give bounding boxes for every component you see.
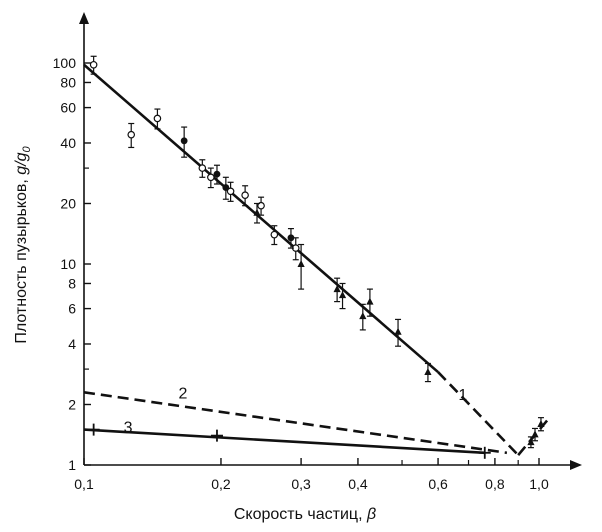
y-tick-label: 80 xyxy=(60,74,76,90)
x-tick-label: 0,3 xyxy=(291,476,311,492)
triangle-point xyxy=(359,312,367,320)
y-tick-label: 10 xyxy=(60,256,76,272)
triangle-point xyxy=(338,291,347,299)
filled-circle-point xyxy=(287,234,295,242)
y-tick-label: 60 xyxy=(60,100,76,116)
triangle-point xyxy=(366,297,374,305)
y-tick-label: 40 xyxy=(60,135,76,151)
y-tick-label: 6 xyxy=(68,301,76,317)
curve-label-1: 1 xyxy=(458,387,467,404)
open-circle-point xyxy=(257,201,265,210)
fit-line-2-3 xyxy=(83,391,508,455)
triangle-point xyxy=(253,208,261,216)
y-tick-label: 20 xyxy=(60,195,76,211)
x-tick-label: 0,2 xyxy=(211,476,231,492)
y-tick-label: 1 xyxy=(68,457,76,473)
open-circle-point xyxy=(89,60,98,69)
open-circle-point xyxy=(198,164,207,172)
y-tick-label: 8 xyxy=(68,275,76,291)
y-axis-ticks: 1 2 4 6 8 10 20 40 60 80 100 xyxy=(53,55,91,473)
x-tick-label: 0,6 xyxy=(428,476,448,492)
open-circle-point xyxy=(153,114,162,123)
fit-line-1-0 xyxy=(83,63,439,374)
x-tick-label: 0,8 xyxy=(485,476,505,492)
axes xyxy=(79,12,582,470)
triangle-point xyxy=(297,260,305,267)
filled-circle-point xyxy=(222,184,230,191)
triangle-point xyxy=(333,285,341,293)
x-axis-ticks: 0,1 0,2 0,3 0,4 0,6 0,8 1,0 xyxy=(74,458,549,492)
x-axis-label: Скорость частиц, β xyxy=(234,506,376,523)
open-circle-point xyxy=(127,130,136,139)
open-circle-point xyxy=(207,173,215,182)
open-circle-point xyxy=(226,187,235,196)
triangle-point xyxy=(537,419,545,427)
y-axis-label: Плотность пузырьков, g/g0 xyxy=(13,145,33,343)
open-circle-point xyxy=(270,230,279,239)
fit-line-3-4 xyxy=(83,428,485,455)
filled-circle-point xyxy=(213,170,221,178)
triangle-point xyxy=(394,327,402,335)
triangle-point xyxy=(527,438,535,446)
filled-circle-point xyxy=(180,137,188,145)
curve-label-3: 3 xyxy=(124,420,133,437)
y-tick-label: 2 xyxy=(68,396,76,412)
triangle-point xyxy=(424,368,432,376)
curve-label-2: 2 xyxy=(179,385,188,402)
open-circle-point xyxy=(241,191,249,199)
data-points xyxy=(87,55,545,459)
x-tick-label: 0,1 xyxy=(74,476,94,492)
y-tick-label: 4 xyxy=(68,336,76,352)
y-tick-label: 100 xyxy=(53,55,77,71)
triangle-point xyxy=(531,430,539,438)
curve-labels: 1 2 3 xyxy=(124,385,468,436)
fit-line-1-1 xyxy=(437,371,520,457)
fit-lines xyxy=(83,63,550,457)
x-tick-label: 1,0 xyxy=(529,476,549,492)
x-tick-label: 0,4 xyxy=(348,476,368,492)
